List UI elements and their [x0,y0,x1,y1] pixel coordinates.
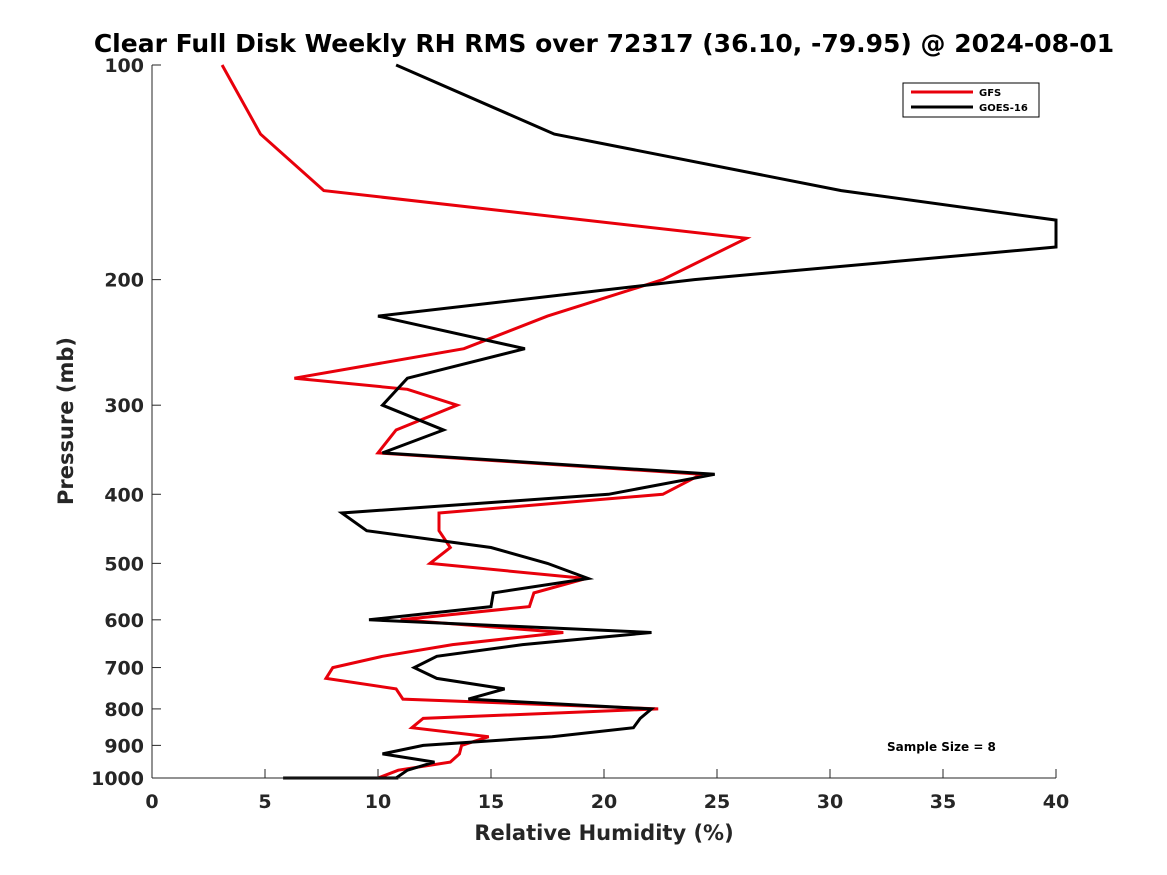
y-axis-label: Pressure (mb) [54,337,78,505]
y-tick-label: 700 [104,658,144,680]
x-tick-label: 5 [258,791,271,813]
x-tick-label: 25 [704,791,730,813]
x-tick-label: 0 [145,791,158,813]
y-tick-label: 400 [104,484,144,506]
y-tick-label: 100 [104,55,144,77]
x-tick-label: 30 [817,791,843,813]
x-tick-label: 10 [365,791,391,813]
y-tick-label: 900 [104,735,144,757]
axes-layer: 0 5 10 15 20 25 30 35 40 100 200 300 400 500 600 700 800… [91,55,1069,813]
x-tick-label: 40 [1043,791,1069,813]
y-tick-label: 300 [104,395,144,417]
series-line-gfs [220,64,752,780]
y-tick-label: 600 [104,610,144,632]
legend: GFS GOES-16 [902,82,1040,118]
series-line-goes16 [283,63,1058,780]
y-tick-label: 800 [104,699,144,721]
x-axis-label: Relative Humidity (%) [474,821,733,845]
x-tick-label: 35 [930,791,956,813]
sample-size-annotation: Sample Size = 8 [887,740,996,754]
y-tick-label: 200 [104,270,144,292]
y-tick-label: 500 [104,553,144,575]
series-layer [220,63,1058,780]
legend-label-goes16: GOES-16 [979,103,1028,114]
chart-title: Clear Full Disk Weekly RH RMS over 72317… [94,29,1114,58]
legend-label-gfs: GFS [979,88,1001,99]
legend-box [902,82,1040,118]
x-tick-label: 15 [478,791,504,813]
x-tick-label: 20 [591,791,617,813]
y-tick-label: 1000 [91,768,144,790]
